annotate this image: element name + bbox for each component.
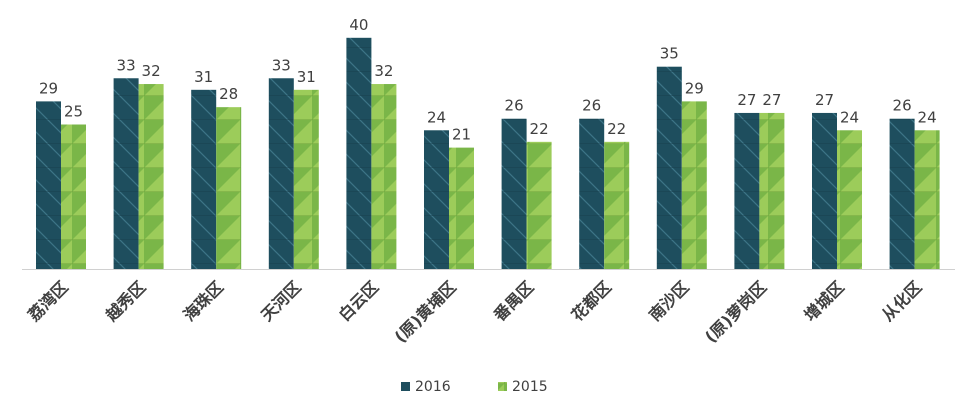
x-tick-label-6: 番禺区 xyxy=(489,277,537,325)
bar-2015-8 xyxy=(681,101,707,269)
bar-2016-7 xyxy=(579,118,605,269)
data-label-2016-7: 26 xyxy=(582,97,601,115)
x-tick-label-1: 越秀区 xyxy=(101,277,149,325)
bar-2016-10 xyxy=(812,112,837,269)
data-label-2015-10: 24 xyxy=(840,108,859,126)
x-tick-label-10: 增城区 xyxy=(800,277,847,324)
x-tick-label-0: 荔湾区 xyxy=(24,277,72,325)
bar-2016-11 xyxy=(889,118,915,269)
x-tick-label-8: 南沙区 xyxy=(645,277,692,324)
data-label-2016-3: 33 xyxy=(272,56,291,74)
bar-2015-10 xyxy=(837,130,862,269)
data-label-2015-1: 32 xyxy=(142,62,161,80)
x-tick-label-2: 海珠区 xyxy=(180,277,227,324)
x-tick-label-5: (原)黄埔区 xyxy=(391,277,460,346)
bar-2016-1 xyxy=(113,78,139,269)
data-label-2016-2: 31 xyxy=(194,68,213,86)
data-label-2015-5: 21 xyxy=(452,126,471,144)
data-label-2016-4: 40 xyxy=(349,16,368,34)
data-label-2015-2: 28 xyxy=(219,85,238,103)
data-label-2015-9: 27 xyxy=(762,91,781,109)
bar-2015-4 xyxy=(371,84,397,269)
bar-2016-3 xyxy=(268,78,294,269)
bar-2015-7 xyxy=(604,141,630,269)
bar-2016-6 xyxy=(501,118,527,269)
legend-swatch-2016 xyxy=(401,382,410,391)
bar-2016-2 xyxy=(191,89,217,269)
bar-2015-0 xyxy=(61,124,86,269)
x-tick-label-7: 花都区 xyxy=(568,277,615,324)
data-label-2015-0: 25 xyxy=(64,103,83,121)
legend: 2016 2015 xyxy=(401,379,548,395)
bar-2016-4 xyxy=(346,37,372,269)
legend-label-2015: 2015 xyxy=(512,379,548,395)
bar-2015-5 xyxy=(449,147,474,269)
data-label-2016-11: 26 xyxy=(893,97,912,115)
x-tick-label-4: 白云区 xyxy=(335,277,382,324)
data-label-2015-11: 24 xyxy=(918,108,937,126)
data-label-2015-4: 32 xyxy=(374,62,393,80)
data-label-2016-1: 33 xyxy=(117,56,136,74)
bar-2016-9 xyxy=(734,112,760,269)
bar-2015-9 xyxy=(759,112,785,269)
bar-2015-3 xyxy=(293,89,319,269)
data-label-2016-8: 35 xyxy=(660,45,679,63)
bar-2015-6 xyxy=(526,141,552,269)
data-label-2016-10: 27 xyxy=(815,91,834,109)
data-label-2016-0: 29 xyxy=(39,79,58,97)
bar-2015-2 xyxy=(216,107,242,269)
bar-2015-1 xyxy=(138,84,164,269)
data-label-2016-5: 24 xyxy=(427,108,446,126)
x-tick-label-11: 从化区 xyxy=(878,277,925,324)
bar-2016-8 xyxy=(656,66,682,269)
x-tick-label-3: 天河区 xyxy=(257,277,304,324)
data-label-2016-9: 27 xyxy=(737,91,756,109)
data-label-2015-7: 22 xyxy=(607,120,626,138)
data-label-2015-6: 22 xyxy=(530,120,549,138)
bar-2016-5 xyxy=(424,130,449,269)
legend-label-2016: 2016 xyxy=(415,379,451,395)
data-label-2015-3: 31 xyxy=(297,68,316,86)
data-label-2015-8: 29 xyxy=(685,79,704,97)
bar-2016-0 xyxy=(36,101,61,269)
data-label-2016-6: 26 xyxy=(505,97,524,115)
x-tick-label-9: (原)萝岗区 xyxy=(701,277,770,346)
bar-2015-11 xyxy=(914,130,940,269)
legend-swatch-2015 xyxy=(498,382,507,391)
